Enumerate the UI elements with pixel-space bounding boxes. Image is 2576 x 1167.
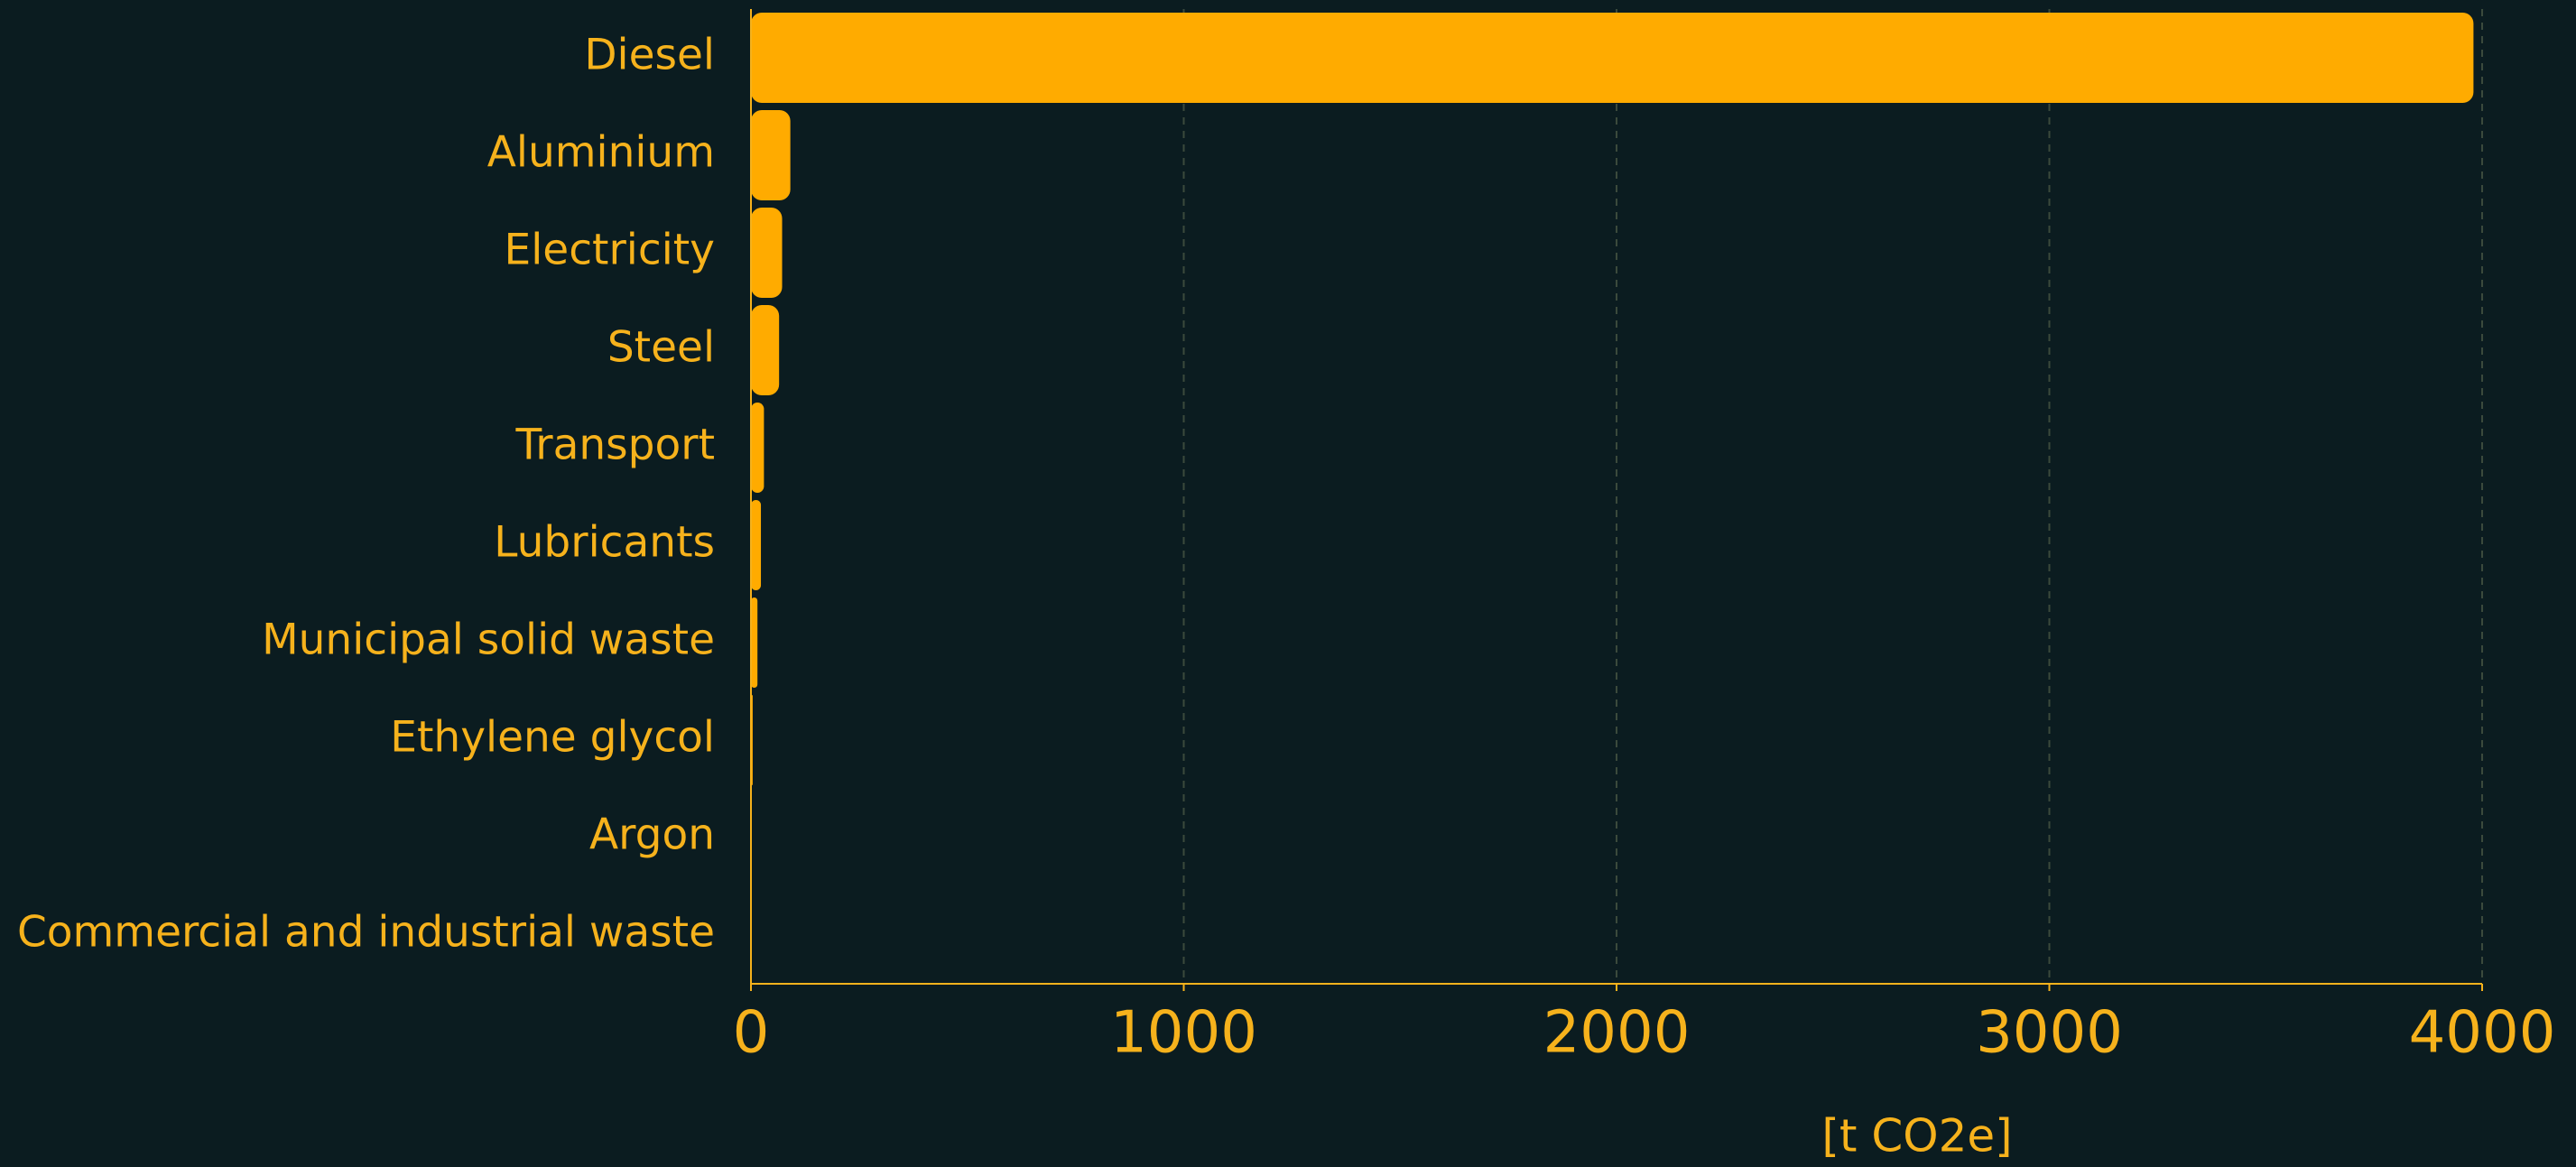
bar	[751, 13, 2474, 103]
bar	[751, 500, 762, 590]
bar	[751, 208, 783, 298]
y-tick-label: Aluminium	[487, 128, 715, 178]
y-tick-label: Argon	[589, 810, 715, 860]
bar	[751, 597, 758, 688]
bar	[751, 305, 780, 395]
x-tick-label: 3000	[1976, 1000, 2123, 1067]
y-tick-label: Lubricants	[494, 518, 715, 568]
x-tick-label: 2000	[1543, 1000, 1691, 1067]
y-tick-label: Diesel	[584, 31, 715, 80]
x-tick-label: 4000	[2409, 1000, 2556, 1067]
bar	[751, 403, 764, 493]
y-tick-label: Commercial and industrial waste	[17, 908, 715, 958]
y-tick-label: Transport	[514, 421, 715, 470]
y-tick-label: Electricity	[505, 226, 715, 275]
y-tick-label: Municipal solid waste	[262, 616, 715, 665]
x-tick-label: 1000	[1110, 1000, 1257, 1067]
bar	[751, 110, 791, 200]
y-tick-label: Ethylene glycol	[390, 713, 715, 763]
y-tick-label: Steel	[607, 323, 715, 373]
bars	[751, 13, 2474, 980]
x-axis-label: [t CO2e]	[1821, 1110, 2012, 1162]
x-tick-label: 0	[733, 1000, 770, 1067]
